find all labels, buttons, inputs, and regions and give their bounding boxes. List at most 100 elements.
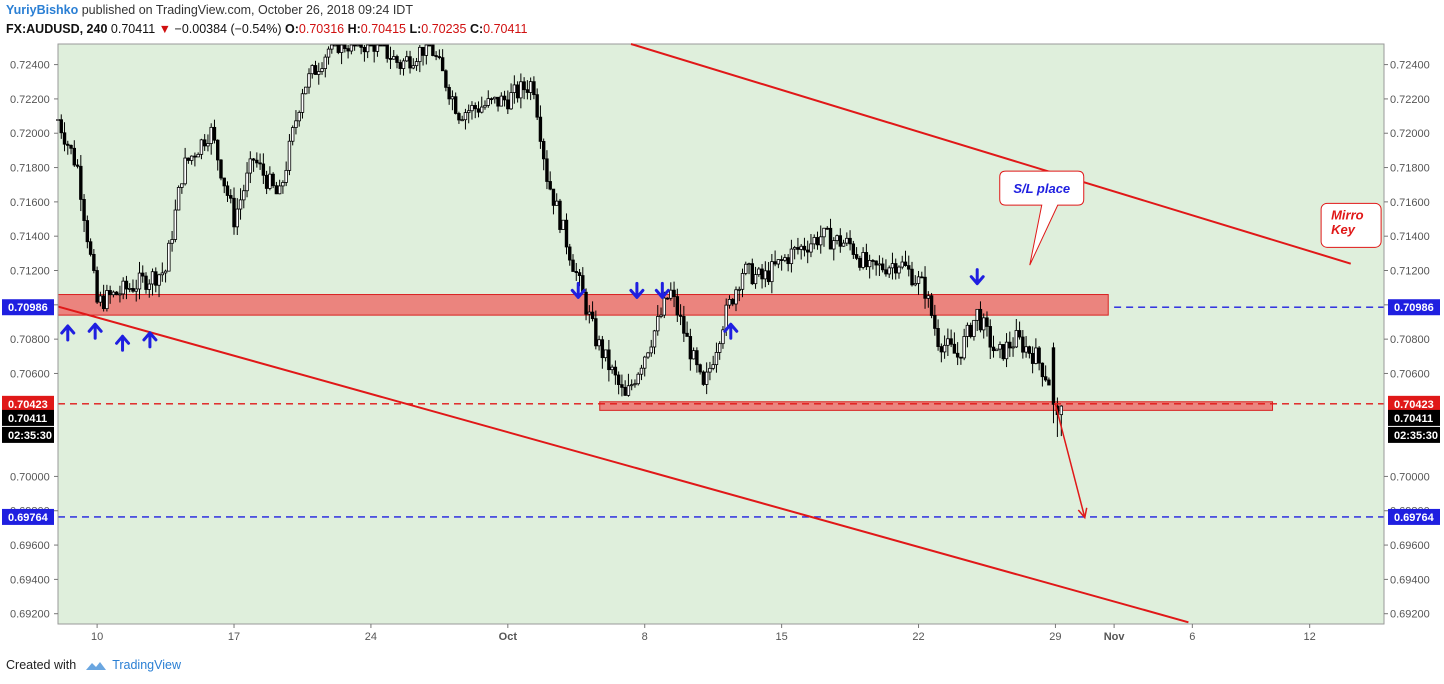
candle-body xyxy=(854,254,859,259)
candle-body xyxy=(880,263,885,271)
candle-body xyxy=(568,246,572,261)
candle-body xyxy=(607,349,611,371)
candle-body xyxy=(691,350,696,360)
candle-body xyxy=(154,271,158,286)
candle-body xyxy=(819,236,823,246)
candle-body xyxy=(167,242,171,272)
y-tick-label-left: 0.71400 xyxy=(10,231,50,243)
candle-body xyxy=(587,311,592,315)
candle-body xyxy=(85,220,90,243)
candle-body xyxy=(887,267,891,275)
candle-body xyxy=(806,249,810,253)
candle-body xyxy=(408,56,412,69)
candle-body xyxy=(828,227,833,250)
candle-body xyxy=(600,339,605,359)
candle-body xyxy=(629,384,634,387)
candle-body xyxy=(792,247,797,250)
candle-body xyxy=(900,261,904,268)
x-tick-label: 15 xyxy=(776,631,788,643)
candle-body xyxy=(82,199,86,221)
candle-body xyxy=(199,139,204,155)
candle-body xyxy=(942,344,947,353)
candle-body xyxy=(352,44,357,47)
candle-body xyxy=(731,299,735,305)
candle-body xyxy=(936,328,940,347)
candle-body xyxy=(216,139,220,161)
candle-body xyxy=(665,297,670,300)
candle-body xyxy=(1059,405,1064,416)
candle-body xyxy=(939,346,944,353)
candle-body xyxy=(261,163,266,176)
y-tick-label-left: 0.71200 xyxy=(10,266,50,278)
candle-body xyxy=(574,271,578,274)
projection-arrow-head xyxy=(1077,507,1088,520)
candle-body xyxy=(972,319,976,337)
candle-body xyxy=(753,274,758,285)
candle-body xyxy=(734,289,738,305)
tradingview-link[interactable]: TradingView xyxy=(112,658,181,672)
candle-body xyxy=(779,259,784,261)
y-tick-label-right: 0.69400 xyxy=(1390,574,1430,586)
candle-body xyxy=(196,153,200,158)
price-tag xyxy=(2,299,54,316)
candle-body xyxy=(1047,379,1051,386)
candle-body xyxy=(597,339,601,347)
candle-body xyxy=(388,58,393,60)
x-tick-label: 29 xyxy=(1049,631,1061,643)
candle-body xyxy=(737,288,741,291)
y-tick-label-left: 0.70600 xyxy=(10,368,50,380)
candle-body xyxy=(978,308,983,331)
candle-body xyxy=(841,242,846,247)
candle-body xyxy=(871,260,875,262)
down-arrow-icon xyxy=(654,281,670,299)
candle-body xyxy=(235,208,239,228)
candle-body xyxy=(453,96,458,114)
candle-body xyxy=(535,94,539,118)
plot-area[interactable] xyxy=(57,43,1385,625)
candle-body xyxy=(678,314,683,317)
candle-body xyxy=(786,257,790,265)
tradingview-cloud-icon xyxy=(86,661,107,670)
candle-body xyxy=(532,81,536,96)
candle-body xyxy=(209,126,213,144)
price-tag xyxy=(1388,395,1440,412)
key-callout-text: Key xyxy=(1331,222,1356,237)
candle-body xyxy=(877,263,882,266)
candle-body xyxy=(284,169,288,183)
candle-body xyxy=(796,247,800,250)
up-arrow-icon xyxy=(115,334,131,352)
candle-body xyxy=(105,290,109,310)
candle-body xyxy=(150,271,155,285)
close-label: C: xyxy=(469,22,484,36)
candle-body xyxy=(577,272,582,276)
author-name[interactable]: YuriyBishko xyxy=(6,3,79,17)
candle-body xyxy=(884,269,888,275)
y-tick-label-right: 0.69600 xyxy=(1390,540,1430,552)
candle-body xyxy=(467,110,471,114)
candle-body xyxy=(770,261,774,283)
up-arrow-icon xyxy=(87,322,103,340)
candle-body xyxy=(851,243,856,255)
candle-body xyxy=(447,86,451,100)
price-tag-label: 0.70423 xyxy=(8,399,48,411)
sl-callout-text: S/L place xyxy=(1013,181,1070,196)
y-tick-label-right: 0.71600 xyxy=(1390,197,1430,209)
candle-body xyxy=(838,235,843,247)
y-tick-label-right: 0.70800 xyxy=(1390,334,1430,346)
candle-body xyxy=(656,316,660,332)
up-arrow-icon xyxy=(142,331,158,349)
candle-body xyxy=(141,272,145,277)
candle-body xyxy=(760,268,764,280)
candle-body xyxy=(913,283,917,286)
candle-body xyxy=(144,275,148,290)
candle-body xyxy=(874,260,878,266)
candle-body xyxy=(551,188,556,206)
candle-body xyxy=(952,343,957,354)
symbol-line: FX:AUDUSD, 240 0.70411 ▼ −0.00384 (−0.54… xyxy=(6,22,527,36)
candle-body xyxy=(708,367,712,373)
candle-body xyxy=(916,276,921,284)
candle-body xyxy=(59,119,63,134)
candle-body xyxy=(926,295,931,299)
candle-body xyxy=(424,44,429,56)
